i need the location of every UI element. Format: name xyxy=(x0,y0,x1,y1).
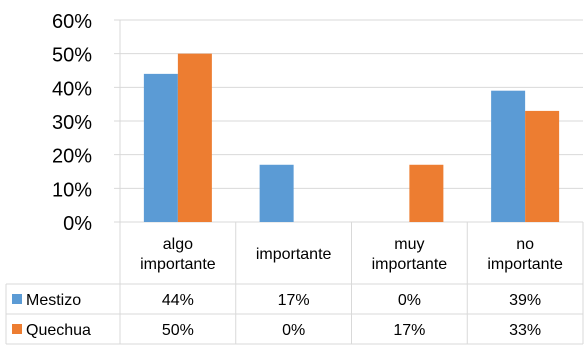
series-name: Mestizo xyxy=(26,292,81,309)
data-label: 44% xyxy=(162,292,194,309)
bar-mestizo-1 xyxy=(259,164,294,222)
bars xyxy=(143,53,560,222)
y-tick-label: 50% xyxy=(52,45,92,67)
y-tick-label: 30% xyxy=(52,112,92,134)
y-axis-tick-labels: 0% 10% 20% 30% 40% 50% 60% xyxy=(52,11,92,235)
category-label: importante xyxy=(256,246,332,263)
y-tick-label: 60% xyxy=(52,11,92,33)
data-label: 50% xyxy=(162,322,194,339)
y-tick-label: 10% xyxy=(52,179,92,201)
category-label: no xyxy=(516,236,534,253)
legend-key-mestizo xyxy=(12,294,22,304)
data-table: algo importante importante muy importante no i… xyxy=(5,236,583,345)
y-tick-label: 0% xyxy=(63,213,92,235)
category-label: algo xyxy=(163,236,193,253)
category-label: muy xyxy=(394,236,424,253)
data-label: 0% xyxy=(282,322,305,339)
category-label: importante xyxy=(140,256,216,273)
y-tick-label: 20% xyxy=(52,146,92,168)
data-label: 39% xyxy=(509,292,541,309)
bar-mestizo-0 xyxy=(143,73,178,222)
bar-quechua-3 xyxy=(525,110,560,222)
category-label: importante xyxy=(487,256,563,273)
category-label: importante xyxy=(372,256,448,273)
data-label: 33% xyxy=(509,322,541,339)
legend-key-quechua xyxy=(12,324,22,334)
bar-quechua-0 xyxy=(177,53,212,222)
bar-quechua-2 xyxy=(409,164,444,222)
y-tick-label: 40% xyxy=(52,78,92,100)
data-label: 0% xyxy=(398,292,421,309)
data-label: 17% xyxy=(393,322,425,339)
bar-mestizo-3 xyxy=(491,90,526,222)
series-name: Quechua xyxy=(26,322,91,339)
data-label: 17% xyxy=(278,292,310,309)
